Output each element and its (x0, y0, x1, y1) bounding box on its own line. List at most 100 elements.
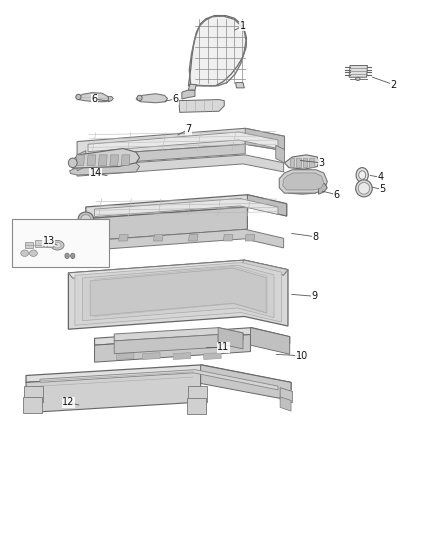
Polygon shape (108, 96, 113, 102)
Text: 3: 3 (318, 158, 325, 168)
Ellipse shape (356, 167, 368, 182)
Polygon shape (309, 158, 314, 166)
Polygon shape (110, 155, 119, 165)
Text: 13: 13 (42, 236, 55, 246)
Text: 6: 6 (172, 94, 178, 104)
Polygon shape (46, 243, 53, 247)
Polygon shape (119, 235, 128, 241)
Polygon shape (44, 240, 52, 247)
Polygon shape (245, 235, 255, 241)
Polygon shape (296, 158, 300, 166)
Polygon shape (204, 353, 221, 360)
Polygon shape (87, 155, 96, 165)
Ellipse shape (65, 253, 69, 259)
Polygon shape (247, 195, 287, 216)
Polygon shape (182, 90, 195, 99)
Text: 9: 9 (311, 291, 317, 301)
Polygon shape (251, 328, 290, 354)
Polygon shape (223, 235, 233, 241)
Polygon shape (70, 163, 140, 175)
Text: 8: 8 (312, 232, 318, 242)
Polygon shape (283, 173, 324, 190)
Polygon shape (121, 155, 130, 165)
Polygon shape (77, 144, 245, 165)
Polygon shape (77, 151, 86, 171)
Ellipse shape (358, 182, 370, 194)
Polygon shape (201, 365, 291, 400)
Polygon shape (276, 146, 285, 163)
Ellipse shape (356, 180, 372, 197)
Polygon shape (24, 386, 43, 402)
Polygon shape (290, 158, 294, 166)
Text: 4: 4 (378, 172, 384, 182)
Polygon shape (70, 149, 140, 168)
Polygon shape (218, 328, 243, 349)
Polygon shape (236, 83, 244, 88)
Text: 5: 5 (380, 184, 386, 195)
Ellipse shape (21, 250, 28, 256)
Polygon shape (95, 335, 251, 362)
Polygon shape (77, 155, 284, 176)
Polygon shape (23, 397, 42, 413)
Polygon shape (285, 155, 319, 169)
Polygon shape (136, 94, 167, 103)
Polygon shape (188, 386, 207, 402)
FancyBboxPatch shape (12, 219, 109, 266)
Polygon shape (187, 398, 206, 414)
Polygon shape (245, 128, 285, 151)
Text: 6: 6 (92, 94, 98, 104)
Polygon shape (40, 369, 278, 390)
Ellipse shape (76, 94, 81, 100)
Ellipse shape (137, 95, 142, 101)
Ellipse shape (71, 253, 75, 259)
Ellipse shape (51, 240, 64, 250)
Polygon shape (279, 169, 327, 193)
Polygon shape (285, 180, 322, 194)
Ellipse shape (78, 212, 93, 225)
Polygon shape (35, 240, 42, 247)
Polygon shape (77, 93, 109, 102)
Polygon shape (82, 265, 274, 321)
Polygon shape (114, 335, 218, 354)
Ellipse shape (81, 215, 91, 223)
Text: 14: 14 (90, 168, 102, 179)
Polygon shape (280, 397, 291, 411)
Polygon shape (25, 242, 32, 248)
Polygon shape (280, 387, 292, 402)
Polygon shape (88, 132, 278, 152)
Text: 10: 10 (296, 351, 308, 361)
Text: 7: 7 (185, 124, 191, 134)
Polygon shape (95, 328, 290, 345)
Text: 11: 11 (217, 342, 230, 352)
Polygon shape (90, 268, 266, 316)
Polygon shape (68, 260, 288, 329)
Polygon shape (85, 229, 284, 251)
Polygon shape (92, 235, 102, 241)
Polygon shape (303, 158, 307, 166)
Polygon shape (188, 84, 196, 90)
Polygon shape (76, 155, 85, 165)
Polygon shape (26, 372, 201, 413)
Polygon shape (188, 235, 198, 241)
Polygon shape (26, 365, 291, 390)
Ellipse shape (356, 77, 360, 80)
Ellipse shape (68, 158, 77, 167)
Ellipse shape (29, 250, 37, 256)
Polygon shape (99, 155, 107, 165)
Polygon shape (86, 207, 247, 241)
Polygon shape (240, 260, 288, 275)
Polygon shape (114, 328, 243, 341)
Ellipse shape (359, 171, 366, 179)
Polygon shape (77, 128, 285, 156)
Ellipse shape (54, 243, 61, 248)
Polygon shape (173, 353, 191, 360)
Polygon shape (68, 260, 288, 278)
Text: 2: 2 (391, 80, 397, 90)
Polygon shape (153, 235, 163, 241)
Text: 1: 1 (240, 21, 246, 31)
Polygon shape (179, 100, 224, 112)
Polygon shape (349, 66, 367, 77)
Polygon shape (86, 195, 287, 219)
Text: 6: 6 (334, 190, 340, 200)
Polygon shape (117, 353, 134, 360)
